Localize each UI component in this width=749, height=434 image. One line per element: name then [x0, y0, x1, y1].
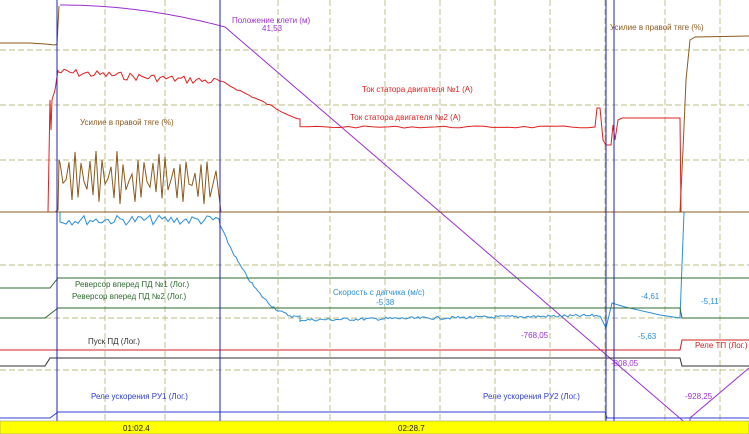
label-speed-val1: -5,38: [376, 298, 395, 307]
label-position-value: 41,53: [262, 24, 283, 33]
trace-relay-ru: [0, 411, 749, 419]
trace-speed: [59, 211, 685, 330]
cursors[interactable]: [56, 0, 615, 421]
label-rev2: Реверсор вперед ПД №2 (Лог.): [72, 292, 187, 301]
trace-reversor-1: [0, 277, 749, 289]
label-start: Пуск ПД (Лог.): [88, 337, 140, 346]
trace-relay-tp: [0, 339, 749, 351]
label-speed-val2: -4,61: [641, 292, 660, 301]
time-label-1: 01:02.4: [123, 424, 150, 433]
label-speed-val4: -5,11: [701, 297, 719, 306]
trace-force-left: [54, 150, 222, 213]
trace-reversor-2: [0, 307, 749, 319]
label-speed-val3: -5,63: [638, 332, 657, 341]
time-axis-bar: 01:02.4 02:28.7: [0, 420, 749, 434]
label-force-right-top: Усилие в правой тяге (%): [610, 23, 704, 32]
label-speed: Скорость с датчика (м/с): [333, 288, 425, 297]
label-stator2: Ток статора двигателя №2 (А): [350, 113, 461, 122]
label-rev1: Реверсор вперед ПД №1 (Лог.): [75, 280, 190, 289]
trace-force-top-right: [679, 35, 749, 213]
label-ru1: Реле ускорения РУ1 (Лог.): [91, 392, 188, 401]
label-force-left: Усилие в правой тяге (%): [80, 118, 174, 127]
label-position: Положение клети (м): [232, 16, 310, 25]
trace-start: [0, 357, 749, 367]
label-stator1: Ток статора двигателя №1 (А): [362, 85, 473, 94]
label-pos-val2: -808,05: [611, 359, 639, 368]
label-relay-tp: Реле ТП (Лог.): [695, 341, 748, 350]
label-pos-val1: -768,05: [521, 331, 549, 340]
trace-position: [60, 4, 749, 428]
trace-stator-current: [0, 68, 749, 213]
traces: [0, 4, 749, 428]
label-ru2: Реле ускорения РУ2 (Лог.): [483, 392, 580, 401]
labels: Положение клети (м) 41,53 Усилие в право…: [72, 16, 748, 401]
label-pos-val3: -928,25: [685, 392, 713, 401]
time-label-2: 02:28.7: [398, 424, 425, 433]
trace-force-top-left: [0, 5, 60, 46]
